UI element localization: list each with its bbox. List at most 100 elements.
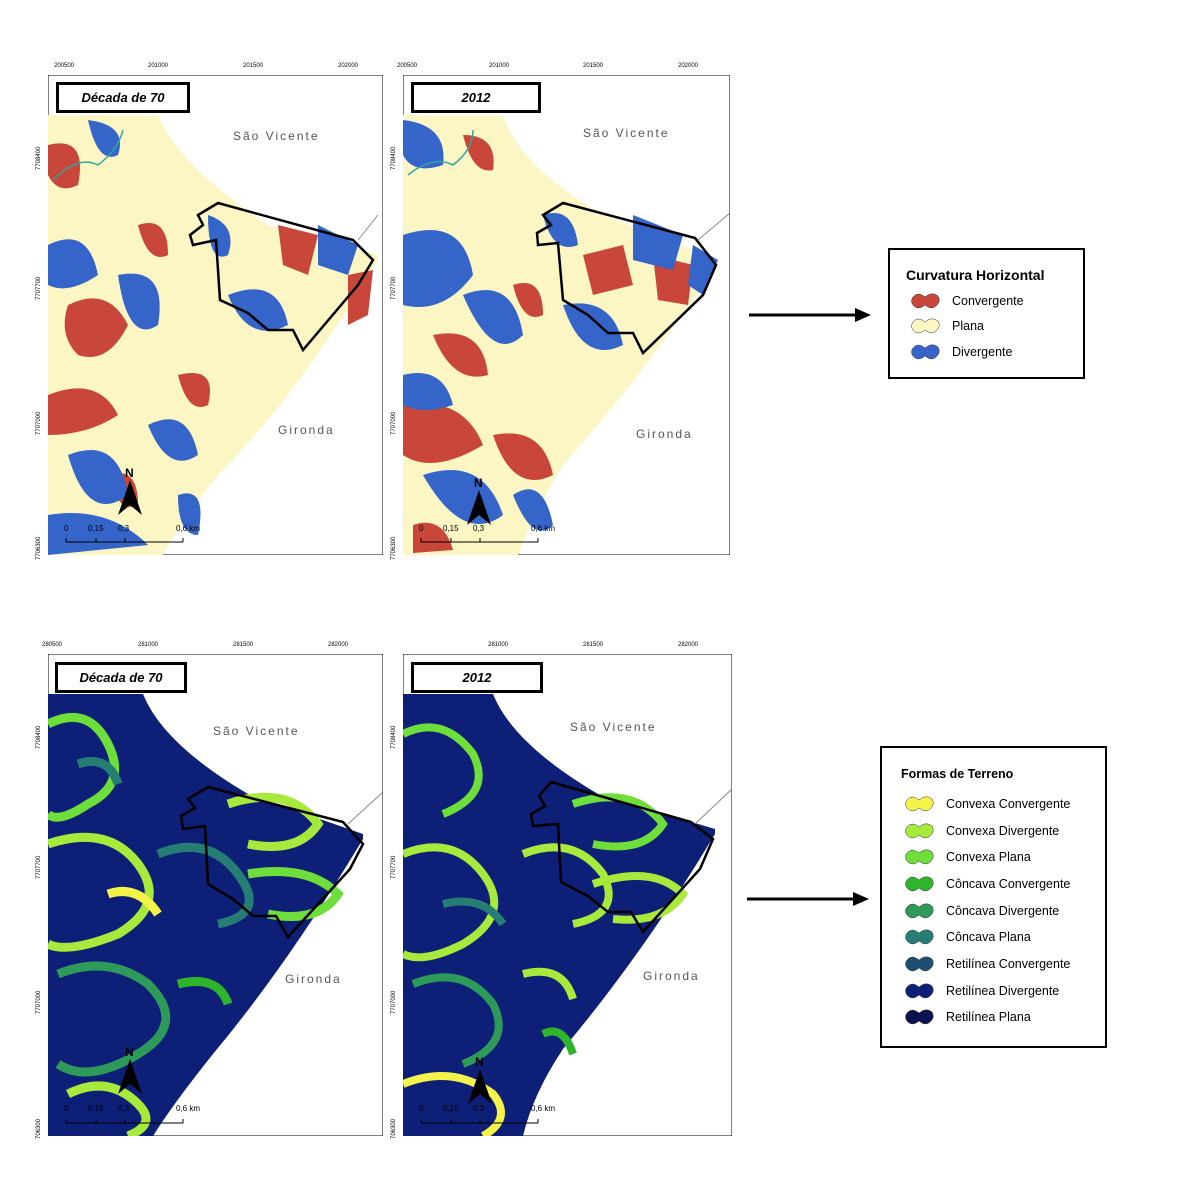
study-area-outline [179,785,365,940]
place-label-north: São Vicente [583,126,670,140]
legend-swatch [905,903,934,919]
land-area [403,694,715,1136]
river [407,129,474,176]
y-tick: 7706300 [391,536,397,560]
north-arrow-icon [118,1059,142,1094]
x-tick: 281000 [488,642,509,648]
scale-label: 0 [419,1104,424,1113]
map-canvas [403,75,730,555]
map-curvature-2012: 200500 201000 201500 202000 7708400 7707… [391,63,730,560]
y-tick: 7707700 [391,855,397,879]
legend-item: Plana [910,316,984,336]
scale-bar [420,538,539,543]
map-landforms-1970s: 280500 281000 281500 282000 7708400 7707… [36,642,383,1139]
legend-swatch [905,1009,934,1025]
y-tick: 7707700 [36,855,42,879]
y-tick: 706300 [36,1118,42,1139]
landform-bands [48,712,344,1136]
place-label-south: Gironda [285,972,342,986]
legend-horizontal-curvature: Curvatura Horizontal Convergente Plana D… [888,248,1085,379]
x-tick: 281500 [583,642,604,648]
land-area [48,694,363,1136]
x-tick: 201500 [583,63,604,69]
scale-label: 0,6 km [176,1104,201,1113]
legend-label: Côncava Plana [946,930,1031,944]
legend-item: Retilínea Convergente [904,954,1070,974]
y-tick: 7707000 [391,411,397,435]
legend-item: Côncava Plana [904,927,1031,947]
legend-item: Convexa Divergente [904,821,1059,841]
x-tick: 281000 [138,642,159,648]
x-tick: 201000 [489,63,510,69]
map-canvas [403,654,732,1136]
map-curvature-1970s: 200500 201000 201500 202000 7708400 7707… [36,63,383,560]
x-tick: 202000 [338,63,359,69]
legend-item: Côncava Divergente [904,901,1059,921]
scale-label: 0,15 [443,524,459,533]
scale-label: 0 [419,524,424,533]
legend-label: Retilínea Convergente [946,957,1071,971]
place-label-north: São Vicente [570,720,657,734]
x-tick: 282000 [328,642,349,648]
place-label-south: Gironda [643,969,700,983]
convergent-patches [403,135,693,553]
x-tick: 280500 [42,642,63,648]
legend-label: Retilínea Divergente [946,984,1060,998]
river [52,129,124,181]
study-area-outline [188,201,375,353]
north-label: N [125,1045,134,1059]
legend-swatch [905,823,934,839]
map-canvas [48,654,383,1136]
legend-title: Formas de Terreno [901,767,1014,781]
x-tick: 200500 [397,63,418,69]
legend-swatch [905,876,934,892]
legend-swatch [905,983,934,999]
y-tick: 706300 [391,1118,397,1139]
arrow-icon [749,308,871,322]
legend-label: Divergente [952,345,1013,359]
legend-label: Convexa Plana [946,850,1031,864]
study-area-outline [535,201,718,356]
legend-swatch [911,293,940,309]
legend-label: Plana [952,319,984,333]
map-canvas [48,75,383,555]
scale-label: 0 [64,524,69,533]
legend-label: Côncava Convergente [946,877,1071,891]
place-label-north: São Vicente [213,724,300,738]
legend-item: Divergente [910,342,1012,362]
study-area-outline [529,780,715,935]
legend-label: Convergente [952,294,1024,308]
scale-label: 0,3 [473,1104,485,1113]
legend-swatch [911,344,940,360]
y-tick: 7708400 [391,146,397,170]
legend-title: Curvatura Horizontal [906,267,1045,283]
scale-bar [65,1119,184,1124]
y-tick: 7707000 [36,990,42,1014]
north-label: N [475,1055,484,1069]
map-title: Década de 70 [56,82,190,113]
y-tick: 7707000 [36,411,42,435]
y-tick: 7707000 [391,990,397,1014]
legend-label: Convexa Divergente [946,824,1060,838]
legend-item: Convexa Plana [904,847,1031,867]
scale-label: 0,3 [118,1104,130,1113]
scale-label: 0,6 km [176,524,201,533]
legend-item: Côncava Convergente [904,874,1070,894]
place-label-north: São Vicente [233,129,320,143]
legend-item: Convexa Convergente [904,794,1070,814]
scale-bar [420,1119,539,1124]
legend-label: Retilínea Plana [946,1010,1031,1024]
y-tick: 7708400 [36,725,42,749]
legend-label: Convexa Convergente [946,797,1071,811]
y-tick: 7708400 [36,146,42,170]
legend-swatch [905,796,934,812]
map-title: Década de 70 [55,662,187,693]
legend-item: Retilínea Divergente [904,981,1059,1001]
legend-swatch [905,929,934,945]
y-tick: 7707700 [391,276,397,300]
legend-item: Retilínea Plana [904,1007,1031,1027]
x-tick: 282000 [678,642,699,648]
scale-label: 0,15 [443,1104,459,1113]
scale-label: 0 [64,1104,69,1113]
x-tick: 201000 [148,63,169,69]
